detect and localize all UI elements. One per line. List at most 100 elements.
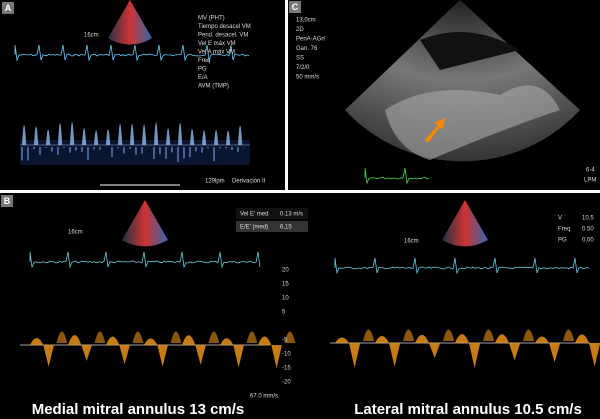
doppler-wave bbox=[495, 334, 509, 343]
measurement: MV (PHT) bbox=[198, 16, 225, 22]
readout-value: 0.50 bbox=[582, 227, 594, 233]
doppler-wave bbox=[58, 122, 63, 145]
probe: 6-4 bbox=[586, 168, 595, 174]
ecg-trace bbox=[364, 167, 430, 185]
doppler-wave bbox=[178, 122, 183, 145]
measurement: Tiempo desacel VM bbox=[198, 24, 251, 30]
doppler-wave bbox=[469, 343, 481, 369]
doppler-wave bbox=[81, 345, 92, 362]
readout-value: 0.00 bbox=[582, 238, 594, 244]
doppler-wave bbox=[284, 331, 296, 343]
heart-rate: 129lpm bbox=[205, 179, 225, 185]
lead: Derivación II bbox=[232, 179, 266, 185]
scale-label: 20 bbox=[282, 268, 289, 274]
mode: LPM bbox=[584, 178, 596, 184]
depth: 16cm bbox=[84, 33, 99, 39]
measurement: PG bbox=[198, 67, 207, 73]
scale-label: -10 bbox=[282, 352, 291, 358]
doppler-wave bbox=[375, 336, 389, 343]
ecg-trace bbox=[14, 44, 250, 62]
scale-label: -15 bbox=[282, 366, 291, 372]
doppler-wave bbox=[68, 335, 82, 345]
readout-value: 0.13 m/s bbox=[280, 212, 303, 218]
caption: Medial mitral annulus 13 cm/s bbox=[32, 401, 245, 418]
ecg-trace bbox=[334, 257, 590, 275]
doppler-wave bbox=[349, 343, 361, 369]
panel-label: B bbox=[4, 196, 11, 206]
doppler-wave bbox=[271, 345, 282, 369]
doppler-wave bbox=[389, 343, 401, 367]
doppler-wave bbox=[214, 129, 219, 145]
setting: PenA-AGrl bbox=[296, 37, 325, 43]
panel-label: A bbox=[5, 3, 12, 13]
readout-label: E/E' (med) bbox=[240, 225, 268, 231]
doppler-wave bbox=[106, 336, 120, 345]
doppler-wave bbox=[119, 345, 130, 365]
doppler-wave bbox=[118, 123, 123, 145]
doppler-wave bbox=[523, 329, 535, 341]
caption: Lateral mitral annulus 10.5 cm/s bbox=[354, 401, 582, 418]
panel-label-box bbox=[289, 1, 301, 13]
readout-label: Vel E' med bbox=[240, 212, 269, 218]
doppler-wave bbox=[509, 343, 521, 361]
color-sector bbox=[122, 200, 168, 247]
doppler-wave bbox=[208, 331, 220, 343]
doppler-wave bbox=[415, 334, 429, 343]
doppler-wave bbox=[30, 337, 44, 345]
readout-box bbox=[236, 221, 308, 232]
setting: 7/2/0 bbox=[296, 65, 310, 71]
doppler-wave bbox=[563, 329, 575, 341]
doppler-wave bbox=[246, 331, 258, 343]
panel-label-box bbox=[2, 2, 14, 14]
doppler-wave bbox=[157, 345, 168, 367]
doppler-wave bbox=[589, 343, 600, 367]
doppler-wave bbox=[226, 130, 231, 145]
readout-label: Freq bbox=[558, 227, 570, 233]
measurement: Vel A máx VM bbox=[198, 50, 235, 56]
doppler-wave bbox=[144, 338, 158, 345]
panel-label: C bbox=[292, 2, 299, 12]
setting: 50 mm/s bbox=[296, 75, 319, 81]
doppler-wave bbox=[70, 121, 75, 145]
doppler-wave bbox=[202, 130, 207, 145]
setting: SS bbox=[296, 56, 304, 62]
readout-value: 10.5 bbox=[582, 216, 594, 222]
doppler-wave bbox=[130, 123, 135, 145]
doppler-wave bbox=[455, 334, 469, 343]
doppler-wave bbox=[170, 331, 182, 343]
doppler-wave bbox=[82, 128, 87, 145]
doppler-wave bbox=[56, 331, 68, 343]
setting: 2D bbox=[296, 27, 304, 33]
doppler-wave bbox=[34, 126, 39, 145]
color-sector bbox=[442, 200, 488, 247]
doppler-wave bbox=[258, 336, 272, 345]
doppler-wave bbox=[429, 343, 441, 359]
measurement: E/A bbox=[198, 75, 208, 81]
measurement: AVM (TMP) bbox=[198, 84, 229, 90]
doppler-wave bbox=[575, 334, 589, 343]
doppler-wave bbox=[94, 331, 106, 343]
depth: 16cm bbox=[404, 239, 419, 245]
readout-label: PG bbox=[558, 238, 567, 244]
depth: 16cm bbox=[68, 230, 83, 236]
doppler-wave bbox=[443, 329, 455, 341]
measurement: Pend. desacel. VM bbox=[198, 33, 248, 39]
doppler-wave bbox=[142, 124, 147, 145]
doppler-wave bbox=[483, 329, 495, 341]
scale-label: -5 bbox=[282, 338, 288, 344]
measurement: Vel E máx VM bbox=[198, 41, 236, 47]
doppler-wave bbox=[182, 335, 196, 345]
scale-label: 5 bbox=[282, 310, 286, 316]
sweep: 67.0 mm/s bbox=[250, 394, 278, 400]
setting: 13,0cm bbox=[296, 18, 316, 24]
ecg-trace bbox=[29, 251, 261, 269]
scale-label: -20 bbox=[282, 380, 291, 386]
doppler-wave bbox=[335, 337, 349, 343]
panel-label-box bbox=[1, 195, 13, 207]
echo-chamber bbox=[420, 32, 520, 70]
doppler-wave bbox=[154, 122, 159, 145]
readout-box bbox=[236, 208, 308, 219]
doppler-wave bbox=[195, 345, 206, 365]
doppler-wave bbox=[220, 338, 234, 345]
